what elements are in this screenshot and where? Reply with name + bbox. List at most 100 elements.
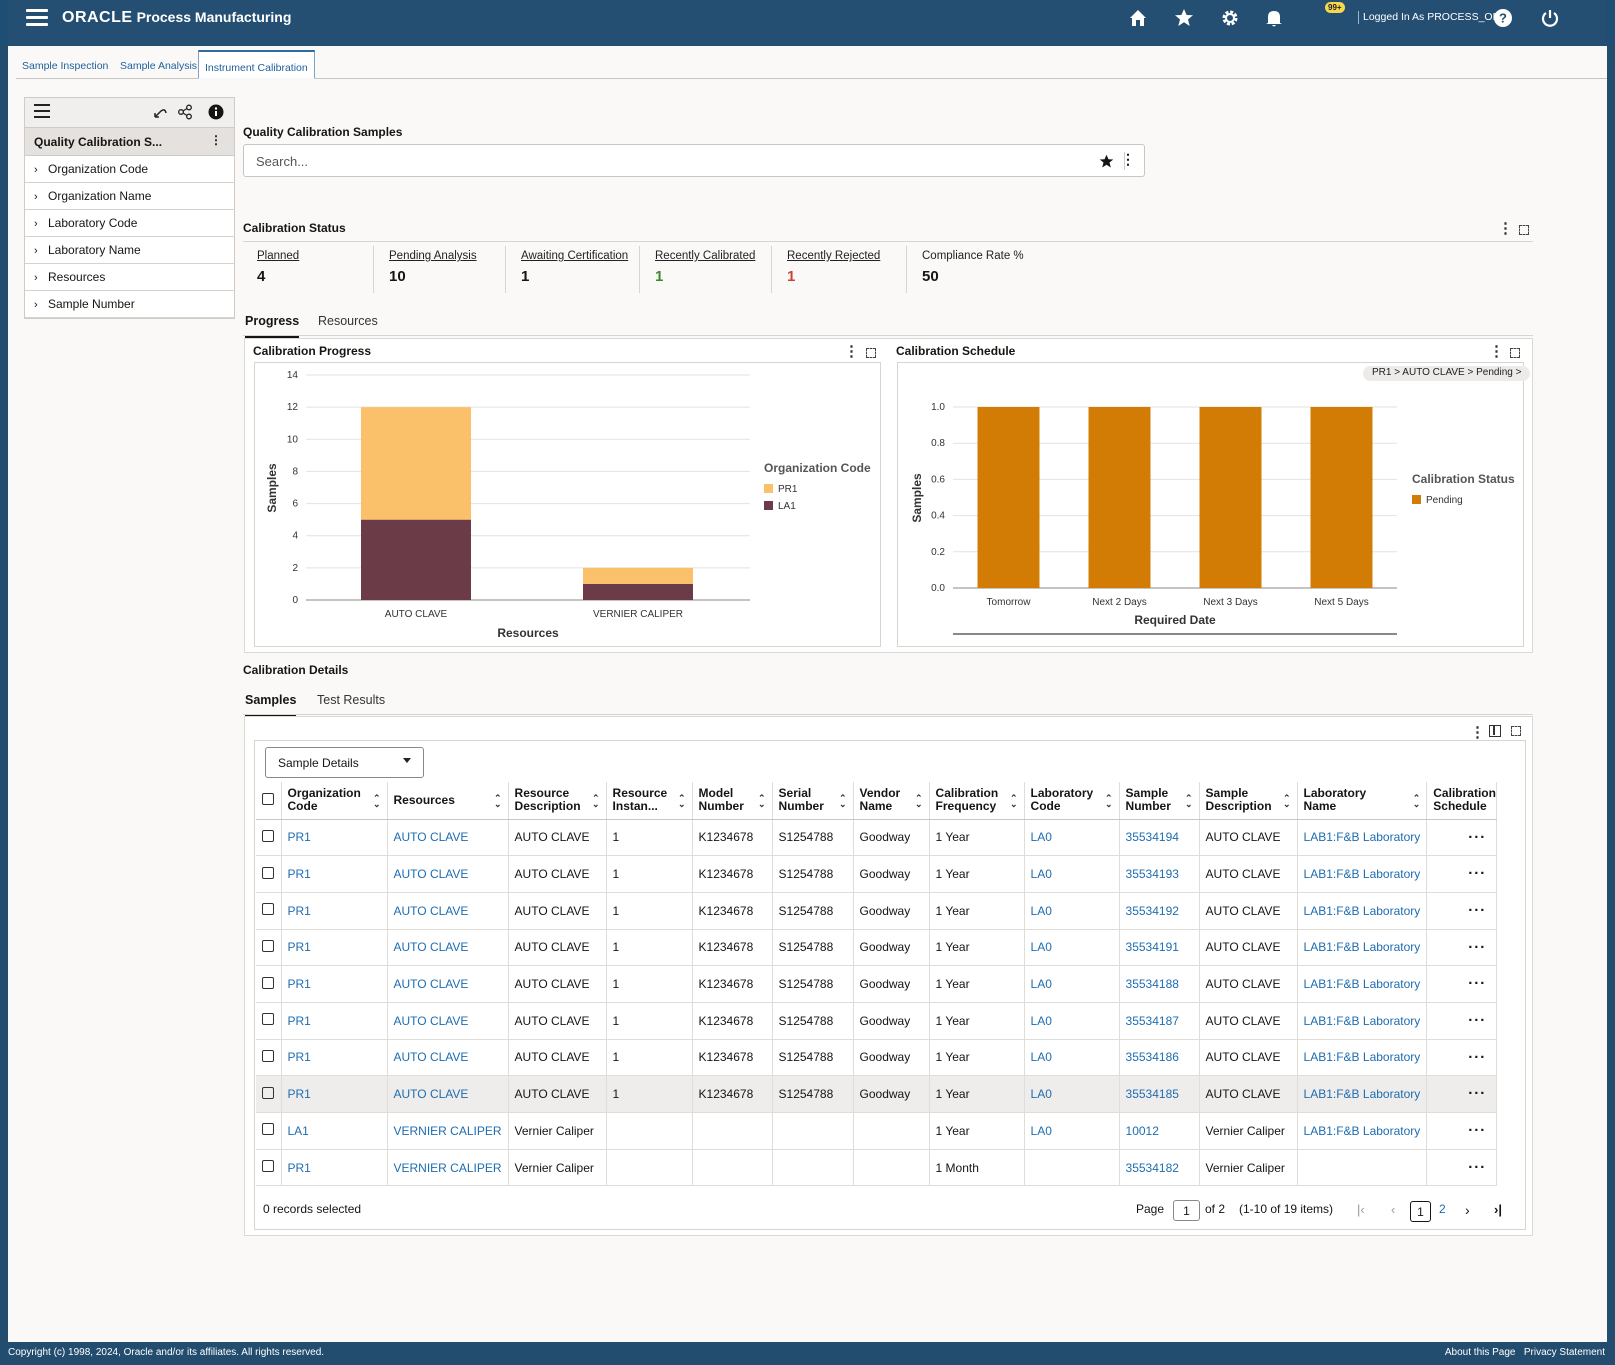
row-actions-icon[interactable]: ··· (1468, 865, 1487, 883)
row-checkbox[interactable] (262, 829, 274, 842)
cell-laboratory-name[interactable]: LAB1:F&B Laboratory (1297, 855, 1428, 893)
settings-icon[interactable] (1218, 8, 1242, 32)
kpi-recently-calibrated[interactable]: Recently Calibrated 1 (641, 242, 769, 295)
filter-item-laboratory-code[interactable]: › Laboratory Code (25, 210, 234, 237)
sort-icon[interactable]: ⌃ ⌄ (1282, 793, 1291, 809)
column-header-laboratory-code[interactable]: Laboratory Code ⌃ ⌄ (1024, 782, 1120, 820)
cell-resources[interactable]: AUTO CLAVE (387, 855, 509, 893)
panel-menu-icon[interactable] (34, 104, 50, 118)
cell-laboratory-code[interactable]: LA0 (1024, 1002, 1120, 1040)
column-header-vendor-name[interactable]: Vendor Name ⌃ ⌄ (853, 782, 930, 820)
menu-icon[interactable] (26, 9, 48, 27)
home-icon[interactable] (1126, 8, 1150, 32)
cell-laboratory-name[interactable] (1297, 1149, 1428, 1187)
signout-icon[interactable] (1538, 8, 1562, 32)
filter-item-organization-code[interactable]: › Organization Code (25, 156, 234, 183)
column-header-organization-code[interactable]: Organization Code ⌃ ⌄ (281, 782, 388, 820)
page-input[interactable]: 1 (1173, 1200, 1200, 1221)
table-row[interactable]: PR1 AUTO CLAVE AUTO CLAVE 1 K1234678 S1254788… (256, 1039, 1498, 1077)
cell-resources[interactable]: AUTO CLAVE (387, 819, 509, 857)
column-header-sample-description[interactable]: Sample Description ⌃ ⌄ (1199, 782, 1298, 820)
search-input[interactable]: Search... (256, 154, 309, 169)
table-row[interactable]: PR1 AUTO CLAVE AUTO CLAVE 1 K1234678 S1254788… (256, 855, 1498, 893)
sort-icon[interactable]: ⌃ ⌄ (1412, 793, 1421, 809)
row-actions-icon[interactable]: ··· (1468, 828, 1487, 846)
cell-organization-code[interactable]: PR1 (281, 929, 388, 967)
row-actions-icon[interactable]: ··· (1468, 975, 1487, 993)
column-header-laboratory-name[interactable]: Laboratory Name ⌃ ⌄ (1297, 782, 1428, 820)
progress-expand-icon[interactable] (866, 348, 876, 358)
search-bar[interactable]: Search... ⋮ (243, 144, 1145, 177)
column-header-serial-number[interactable]: Serial Number ⌃ ⌄ (772, 782, 854, 820)
cell-organization-code[interactable]: PR1 (281, 1002, 388, 1040)
cell-laboratory-code[interactable]: LA0 (1024, 1112, 1120, 1150)
sort-icon[interactable]: ⌃ ⌄ (493, 793, 502, 809)
schedule-actions-icon[interactable]: ⋮ (1489, 343, 1504, 360)
cell-resources[interactable]: AUTO CLAVE (387, 1039, 509, 1077)
row-actions-icon[interactable]: ··· (1468, 1011, 1487, 1029)
sort-icon[interactable]: ⌃ ⌄ (1184, 793, 1193, 809)
panel-actions-icon[interactable]: ⋮ (210, 133, 222, 147)
sort-icon[interactable]: ⌃ ⌄ (1009, 793, 1018, 809)
privacy-link[interactable]: Privacy Statement (1523, 1347, 1605, 1358)
cell-laboratory-code[interactable]: LA0 (1024, 1075, 1120, 1113)
cell-sample-number[interactable]: 35534186 (1119, 1039, 1200, 1077)
cell-resources[interactable]: AUTO CLAVE (387, 929, 509, 967)
column-header-model-number[interactable]: Model Number ⌃ ⌄ (692, 782, 773, 820)
info-icon[interactable] (208, 104, 224, 120)
cell-laboratory-code[interactable] (1024, 1149, 1120, 1187)
sort-icon[interactable]: ⌃ ⌄ (838, 793, 847, 809)
filter-item-sample-number[interactable]: › Sample Number (25, 291, 234, 318)
logged-in-user[interactable]: Logged In As PROCESS_OPS (1363, 11, 1507, 23)
table-expand-icon[interactable] (1511, 726, 1521, 736)
column-header-resources[interactable]: Resources ⌃ ⌄ (387, 782, 509, 820)
cell-resources[interactable]: AUTO CLAVE (387, 1075, 509, 1113)
cell-laboratory-code[interactable]: LA0 (1024, 892, 1120, 930)
table-row[interactable]: PR1 VERNIER CALIPER Vernier Caliper 1 Month… (256, 1149, 1498, 1187)
cell-sample-number[interactable]: 10012 (1119, 1112, 1200, 1150)
row-checkbox[interactable] (262, 976, 274, 989)
row-checkbox[interactable] (262, 939, 274, 952)
column-header-sample-number[interactable]: Sample Number ⌃ ⌄ (1119, 782, 1200, 820)
table-row[interactable]: PR1 AUTO CLAVE AUTO CLAVE 1 K1234678 S1254788… (256, 929, 1498, 967)
filter-item-laboratory-name[interactable]: › Laboratory Name (25, 237, 234, 264)
row-checkbox[interactable] (262, 1160, 274, 1173)
row-checkbox[interactable] (262, 866, 274, 879)
row-actions-icon[interactable]: ··· (1468, 1048, 1487, 1066)
cell-laboratory-name[interactable]: LAB1:F&B Laboratory (1297, 965, 1428, 1003)
cell-laboratory-name[interactable]: LAB1:F&B Laboratory (1297, 819, 1428, 857)
row-checkbox[interactable] (262, 903, 274, 916)
bar-pr1-vernier-caliper[interactable] (583, 567, 693, 584)
help-icon[interactable]: ? (1491, 8, 1515, 32)
last-page-icon[interactable]: ›| (1494, 1202, 1502, 1217)
cell-laboratory-name[interactable]: LAB1:F&B Laboratory (1297, 892, 1428, 930)
table-row[interactable]: PR1 AUTO CLAVE AUTO CLAVE 1 K1234678 S1254788… (256, 965, 1498, 1003)
sort-icon[interactable]: ⌃ ⌄ (372, 793, 381, 809)
select-all-checkbox[interactable] (262, 792, 274, 805)
cell-organization-code[interactable]: PR1 (281, 892, 388, 930)
favorites-icon[interactable] (1172, 8, 1196, 32)
next-page-icon[interactable]: › (1465, 1202, 1470, 1218)
progress-actions-icon[interactable]: ⋮ (844, 343, 859, 360)
cell-sample-number[interactable]: 35534193 (1119, 855, 1200, 893)
row-actions-icon[interactable]: ··· (1468, 901, 1487, 919)
kpi-awaiting-certification[interactable]: Awaiting Certification 1 (507, 242, 642, 295)
sort-icon[interactable]: ⌃ ⌄ (757, 793, 766, 809)
table-row[interactable]: LA1 VERNIER CALIPER Vernier Caliper 1 Year L… (256, 1112, 1498, 1150)
tab-sample-analysis[interactable]: Sample Analysis (120, 60, 198, 72)
row-checkbox[interactable] (262, 1086, 274, 1099)
notifications-icon[interactable] (1262, 8, 1286, 32)
cell-sample-number[interactable]: 35534191 (1119, 929, 1200, 967)
cell-organization-code[interactable]: PR1 (281, 1039, 388, 1077)
cell-resources[interactable]: VERNIER CALIPER (387, 1149, 509, 1187)
cell-organization-code[interactable]: PR1 (281, 855, 388, 893)
cell-sample-number[interactable]: 35534192 (1119, 892, 1200, 930)
reset-icon[interactable] (152, 105, 168, 121)
status-expand-icon[interactable] (1519, 225, 1529, 235)
cell-sample-number[interactable]: 35534188 (1119, 965, 1200, 1003)
cell-laboratory-code[interactable]: LA0 (1024, 965, 1120, 1003)
cell-organization-code[interactable]: PR1 (281, 1149, 388, 1187)
bar-la1-auto-clave[interactable] (361, 519, 471, 600)
row-actions-icon[interactable]: ··· (1468, 1085, 1487, 1103)
tab-instrument-calibration[interactable]: Instrument Calibration (198, 50, 315, 79)
